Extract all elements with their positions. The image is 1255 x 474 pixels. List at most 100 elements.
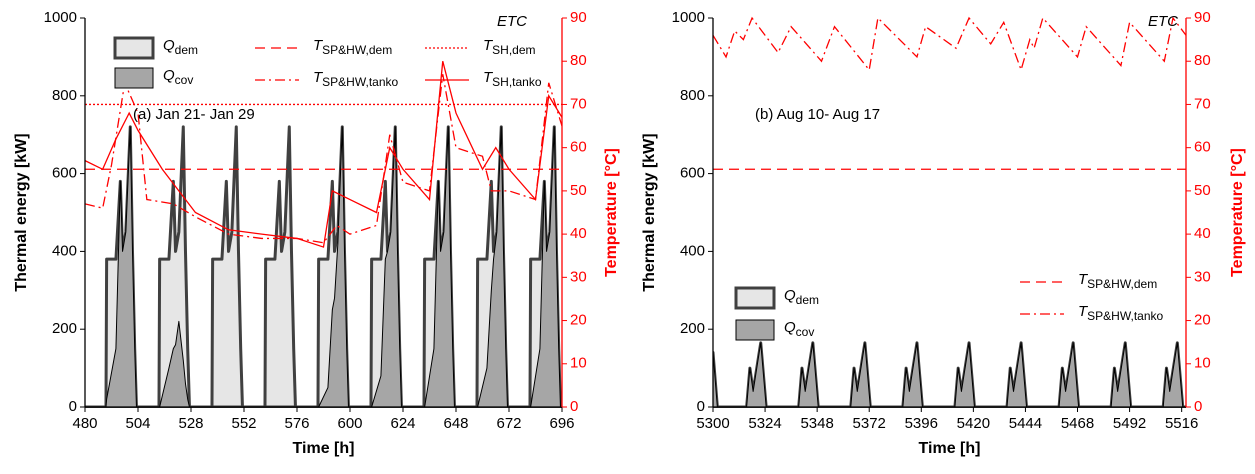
- y2-tick-label: 50: [1194, 182, 1211, 199]
- y2-tick-label: 20: [570, 312, 587, 329]
- y2-tick-label: 10: [1194, 355, 1211, 372]
- line: [713, 16, 1186, 72]
- x-tick-label: 5372: [853, 415, 886, 432]
- y2-tick-label: 10: [570, 355, 587, 372]
- legend-label: Qcov: [163, 67, 193, 87]
- legend-subscript: cov: [175, 73, 194, 87]
- legend-symbol: Q: [784, 287, 796, 304]
- legend-label: TSH,dem: [483, 37, 536, 57]
- annotation: (a) Jan 21- Jan 29: [133, 106, 255, 123]
- x-tick-label: 648: [443, 415, 468, 432]
- y2-tick-label: 80: [1194, 52, 1211, 69]
- y2-tick-label: 30: [570, 268, 587, 285]
- y2-tick-label: 80: [570, 52, 587, 69]
- y2-tick-label: 40: [1194, 225, 1211, 242]
- legend-label: Qdem: [163, 37, 198, 57]
- x-tick-label: 576: [284, 415, 309, 432]
- x-tick-label: 552: [231, 415, 256, 432]
- y2-tick-label: 20: [1194, 312, 1211, 329]
- legend-symbol: T: [313, 69, 324, 86]
- x-tick-label: 5348: [800, 415, 833, 432]
- legend-subscript: dem: [175, 43, 198, 57]
- legend-subscript: SP&HW,tanko: [1087, 309, 1163, 323]
- y2-tick-label: 50: [570, 182, 587, 199]
- legend-symbol: Q: [163, 37, 175, 54]
- legend-swatch: [114, 67, 154, 89]
- x-tick-label: 480: [72, 415, 97, 432]
- x-tick-label: 624: [390, 415, 415, 432]
- area: [85, 126, 562, 408]
- y2-tick-label: 70: [570, 95, 587, 112]
- y-tick-label: 800: [680, 87, 705, 104]
- y2-tick-label: 60: [1194, 139, 1211, 156]
- legend-symbol: T: [483, 69, 494, 86]
- y2-tick-label: 60: [570, 139, 587, 156]
- y2-tick-label: 90: [1194, 9, 1211, 26]
- legend-subscript: SH,dem: [492, 43, 535, 57]
- legend-label: TSH,tanko: [483, 69, 542, 89]
- y2-tick-label: 40: [570, 225, 587, 242]
- y-tick-label: 0: [697, 398, 705, 415]
- legend-label: TSP&HW,tanko: [313, 69, 399, 89]
- legend-symbol: T: [483, 37, 494, 54]
- legend-symbol: Q: [784, 319, 796, 336]
- y-tick-label: 400: [52, 242, 77, 259]
- y-tick-label: 400: [680, 242, 705, 259]
- x-tick-label: 5468: [1061, 415, 1094, 432]
- legend-label: TSP&HW,tanko: [1078, 303, 1164, 323]
- legend-subscript: SP&HW,dem: [322, 43, 392, 57]
- y2-axis-title: Temperature [°C]: [603, 148, 620, 277]
- x-tick-label: 5516: [1165, 415, 1198, 432]
- line: [85, 61, 562, 248]
- legend-symbol: Q: [163, 67, 175, 84]
- legend-label: TSP&HW,dem: [313, 37, 392, 57]
- legend-symbol: T: [313, 37, 324, 54]
- y-tick-label: 800: [52, 87, 77, 104]
- y2-tick-label: 30: [1194, 268, 1211, 285]
- y-tick-label: 200: [680, 320, 705, 337]
- x-tick-label: 504: [125, 415, 150, 432]
- annotation: (b) Aug 10- Aug 17: [755, 106, 880, 123]
- y-tick-label: 600: [52, 165, 77, 182]
- y-tick-label: 200: [52, 320, 77, 337]
- line: [85, 74, 562, 244]
- annotation: ETC: [497, 13, 527, 30]
- legend-label: Qcov: [784, 319, 814, 339]
- legend-label: TSP&HW,dem: [1078, 271, 1157, 291]
- x-tick-label: 5444: [1009, 415, 1042, 432]
- y2-tick-label: 0: [570, 398, 578, 415]
- x-tick-label: 600: [337, 415, 362, 432]
- legend-subscript: dem: [796, 293, 819, 307]
- y-axis-title: Thermal energy [kW]: [13, 133, 30, 291]
- x-axis-title: Time [h]: [919, 440, 981, 457]
- x-tick-label: 5420: [957, 415, 990, 432]
- legend-label: Qdem: [784, 287, 819, 307]
- y2-axis-title: Temperature [°C]: [1229, 148, 1246, 277]
- x-tick-label: 672: [496, 415, 521, 432]
- y2-tick-label: 0: [1194, 398, 1202, 415]
- x-tick-label: 5300: [696, 415, 729, 432]
- x-tick-label: 696: [549, 415, 574, 432]
- legend-subscript: SP&HW,dem: [1087, 277, 1157, 291]
- legend-subscript: SH,tanko: [492, 75, 542, 89]
- x-tick-label: 528: [178, 415, 203, 432]
- x-axis-title: Time [h]: [293, 440, 355, 457]
- y-tick-label: 1000: [44, 9, 77, 26]
- legend-swatch: [734, 286, 776, 310]
- legend-symbol: T: [1078, 303, 1089, 320]
- y-tick-label: 1000: [672, 9, 705, 26]
- plot-area: [85, 61, 562, 408]
- legend-subscript: SP&HW,tanko: [322, 75, 398, 89]
- y-axis-title: Thermal energy [kW]: [641, 133, 658, 291]
- y2-tick-label: 90: [570, 9, 587, 26]
- legend-swatch: [113, 36, 155, 60]
- legend-swatch: [735, 319, 775, 341]
- x-tick-label: 5396: [905, 415, 938, 432]
- x-tick-label: 5492: [1113, 415, 1146, 432]
- plot-area: [713, 16, 1186, 408]
- y-tick-label: 0: [69, 398, 77, 415]
- y-tick-label: 600: [680, 165, 705, 182]
- x-tick-label: 5324: [748, 415, 781, 432]
- y2-tick-label: 70: [1194, 95, 1211, 112]
